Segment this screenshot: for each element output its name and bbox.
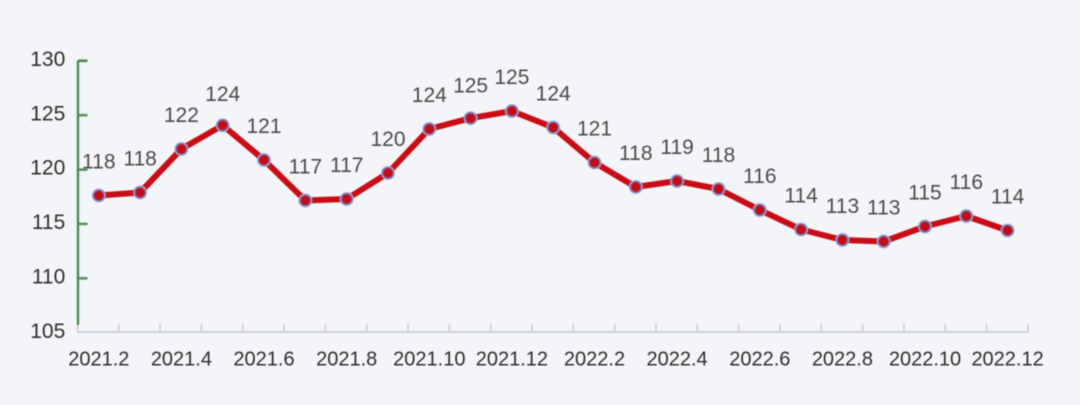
svg-text:2021.4: 2021.4 [151,348,212,370]
svg-text:130: 130 [30,48,65,71]
svg-text:122: 122 [164,104,199,127]
svg-text:2021.6: 2021.6 [233,348,294,370]
svg-text:2022.10: 2022.10 [889,348,961,370]
svg-text:2022.12: 2022.12 [971,348,1043,370]
svg-text:2021.8: 2021.8 [316,348,377,370]
svg-text:124: 124 [536,83,571,106]
svg-text:2022.2: 2022.2 [564,348,625,370]
svg-text:125: 125 [30,102,65,125]
svg-text:125: 125 [453,75,488,98]
svg-text:118: 118 [123,148,156,171]
svg-text:120: 120 [30,157,65,180]
svg-text:114: 114 [784,185,818,208]
svg-text:116: 116 [950,171,983,194]
svg-text:118: 118 [702,144,735,167]
svg-text:115: 115 [908,182,941,205]
svg-text:2022.6: 2022.6 [729,348,790,370]
svg-text:121: 121 [577,118,612,141]
svg-text:2022.4: 2022.4 [647,348,708,370]
svg-text:124: 124 [205,83,240,106]
svg-text:119: 119 [660,136,693,159]
svg-text:2021.12: 2021.12 [476,348,548,370]
svg-text:2021.2: 2021.2 [68,348,129,370]
svg-text:118: 118 [82,151,115,174]
svg-text:117: 117 [289,156,322,179]
svg-text:113: 113 [867,197,900,220]
svg-text:114: 114 [991,186,1025,209]
svg-text:105: 105 [30,320,65,343]
svg-text:125: 125 [494,66,529,89]
svg-text:113: 113 [826,195,859,218]
svg-text:115: 115 [32,211,65,234]
svg-text:117: 117 [330,154,363,177]
svg-text:121: 121 [246,115,281,138]
svg-text:2021.10: 2021.10 [393,348,465,370]
svg-text:110: 110 [32,265,65,288]
svg-text:2022.8: 2022.8 [812,348,873,370]
svg-text:120: 120 [370,128,405,151]
svg-text:124: 124 [412,84,447,107]
svg-text:116: 116 [743,165,776,188]
svg-text:118: 118 [619,142,652,165]
